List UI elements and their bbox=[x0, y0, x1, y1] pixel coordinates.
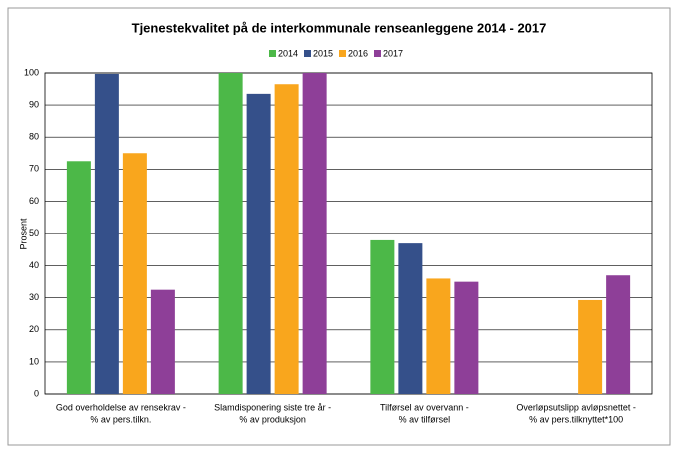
bar bbox=[274, 84, 299, 395]
x-tick-label: Tilførsel av overvann - bbox=[380, 402, 469, 412]
bar bbox=[94, 73, 119, 394]
legend-label: 2016 bbox=[348, 48, 368, 58]
bar bbox=[66, 161, 91, 394]
x-tick-label: % av pers.tilkn. bbox=[90, 414, 151, 424]
legend-swatch bbox=[339, 50, 346, 57]
y-tick-label: 90 bbox=[29, 99, 39, 109]
bar bbox=[218, 73, 243, 394]
bar bbox=[302, 73, 327, 394]
plot-border bbox=[44, 72, 653, 395]
bar bbox=[454, 281, 479, 394]
legend-label: 2014 bbox=[278, 48, 298, 58]
bar bbox=[370, 239, 395, 394]
x-tick-label: % av pers.tilknyttet*100 bbox=[529, 414, 623, 424]
x-tick-label: % av tilførsel bbox=[399, 414, 451, 424]
x-tick-label: % av produksjon bbox=[239, 414, 306, 424]
x-tick-label: Slamdisponering siste tre år - bbox=[214, 402, 331, 412]
bar bbox=[122, 153, 147, 394]
y-tick-label: 70 bbox=[29, 164, 39, 174]
bar bbox=[578, 299, 603, 394]
legend-swatch bbox=[374, 50, 381, 57]
chart-title: Tjenestekvalitet på de interkommunale re… bbox=[132, 20, 547, 35]
y-axis-label: Prosent bbox=[18, 218, 28, 250]
legend-swatch bbox=[304, 50, 311, 57]
x-tick-label: Overløpsutslipp avløpsnettet - bbox=[516, 402, 636, 412]
y-tick-label: 80 bbox=[29, 132, 39, 142]
legend-label: 2015 bbox=[313, 48, 333, 58]
y-tick-label: 60 bbox=[29, 196, 39, 206]
bar bbox=[150, 289, 175, 394]
bar bbox=[606, 275, 631, 394]
legend-label: 2017 bbox=[383, 48, 403, 58]
x-tick-label: God overholdelse av rensekrav - bbox=[56, 402, 186, 412]
bar bbox=[426, 278, 451, 394]
y-tick-label: 50 bbox=[29, 228, 39, 238]
bar bbox=[246, 93, 271, 395]
y-tick-label: 30 bbox=[29, 292, 39, 302]
y-tick-label: 40 bbox=[29, 260, 39, 270]
y-tick-label: 0 bbox=[34, 388, 39, 398]
y-tick-label: 20 bbox=[29, 324, 39, 334]
y-tick-label: 10 bbox=[29, 356, 39, 366]
bar bbox=[398, 243, 423, 394]
y-tick-label: 100 bbox=[24, 67, 39, 77]
legend-swatch bbox=[269, 50, 276, 57]
